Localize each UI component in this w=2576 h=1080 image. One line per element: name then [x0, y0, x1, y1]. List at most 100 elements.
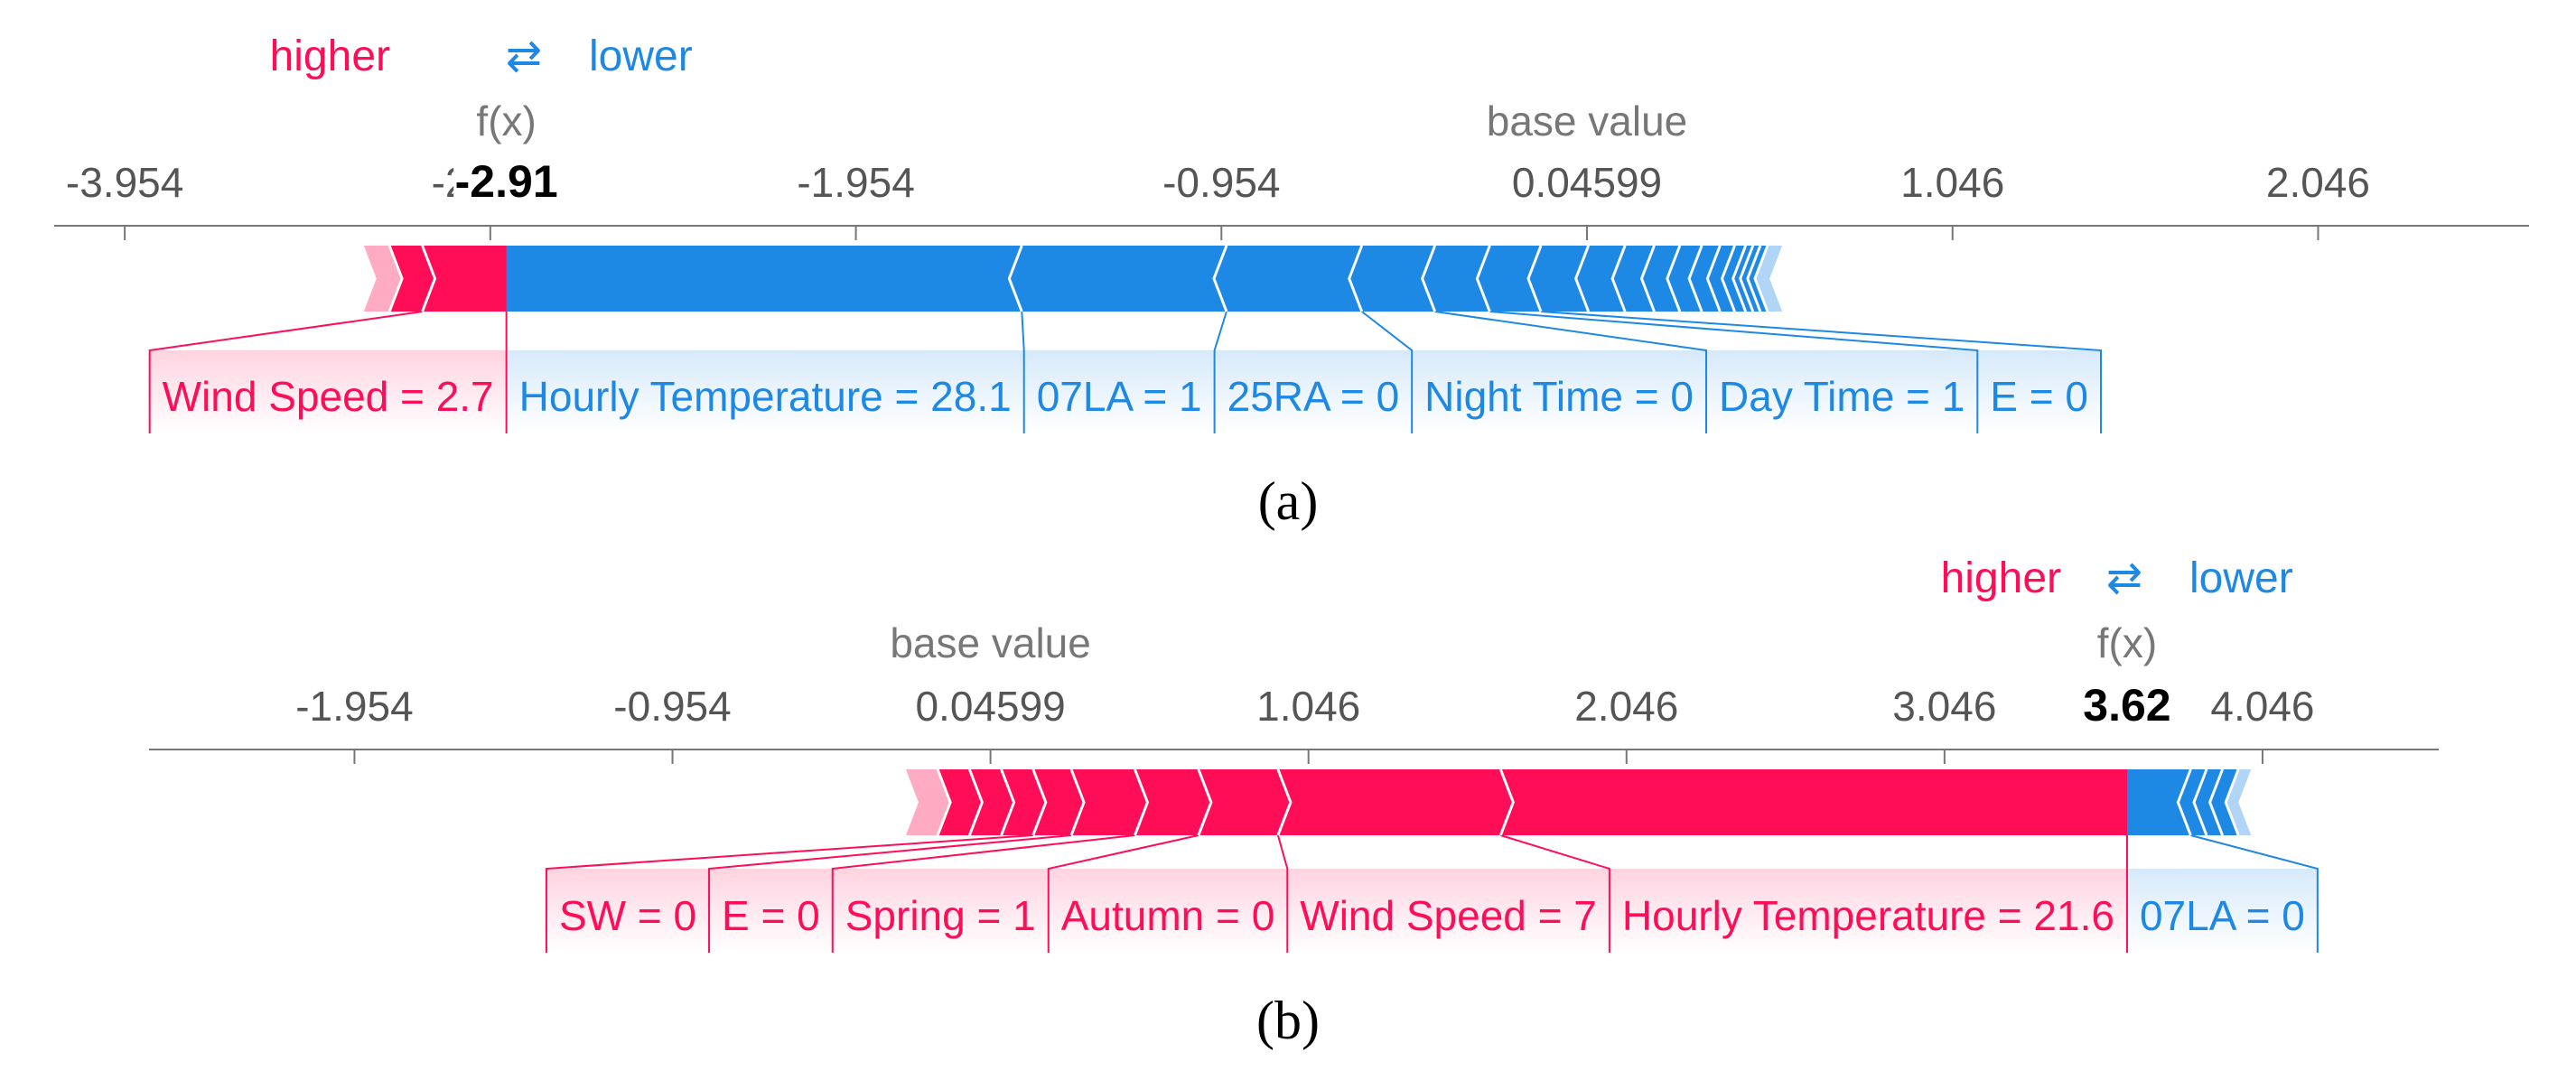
- label-link: [1361, 311, 1414, 433]
- bar-chevron: [1000, 768, 1016, 836]
- label-fill: [1287, 869, 1610, 953]
- bar-chevron: [967, 768, 984, 836]
- label-fills: [546, 869, 2318, 953]
- bar-segment-positive: [1134, 769, 1211, 835]
- label-fill: [1977, 350, 2102, 433]
- feature-label: Wind Speed = 7: [1300, 892, 1597, 939]
- label-fills: [149, 350, 2102, 433]
- bar-segment-negative: [1641, 246, 1680, 312]
- bar-segment-positive: [1071, 769, 1148, 835]
- tick-label: 3.046: [1892, 683, 1996, 730]
- bar-segment-positive: [363, 246, 403, 312]
- bar-chevron: [1069, 768, 1086, 836]
- tick-label: 1.046: [1256, 683, 1360, 730]
- feature-label: Hourly Temperature = 28.1: [519, 373, 1012, 420]
- fx-label: f(x): [2097, 619, 2157, 666]
- bar-chevron: [1276, 768, 1293, 836]
- label-links: [148, 246, 2103, 433]
- base-value-label: base value: [890, 619, 1091, 666]
- fx-label: f(x): [476, 98, 536, 144]
- bar-chevron: [2176, 768, 2192, 836]
- feature-label: Day Time = 1: [1719, 373, 1965, 420]
- caption-a: (a): [1258, 471, 1319, 531]
- bar-segment-negative: [1528, 246, 1589, 312]
- label-links: [545, 769, 2319, 953]
- label-fill: [546, 869, 710, 953]
- tick-label: 0.04599: [1512, 159, 1662, 206]
- fx-value: -2.91: [455, 156, 558, 207]
- feature-label: E = 0: [1990, 373, 2088, 420]
- label-link: [1500, 834, 1610, 953]
- fx-value-backdrop: [453, 159, 560, 208]
- legend-lower: lower: [2189, 554, 2293, 602]
- tick-label: 2.046: [1574, 683, 1678, 730]
- label-fill: [1214, 350, 1413, 433]
- label-fill: [832, 869, 1049, 953]
- bar-segment-negative: [1722, 246, 1746, 312]
- label-fill: [709, 869, 833, 953]
- bar-segment-negative: [1477, 246, 1542, 312]
- label-link: [1213, 311, 1227, 433]
- bar-segment-negative: [1612, 246, 1655, 312]
- label-link: [2190, 834, 2319, 953]
- bar-chevron: [387, 245, 404, 312]
- bar-chevron: [1666, 245, 1682, 312]
- label-link: [1047, 834, 1199, 953]
- legend-higher: higher: [1941, 554, 2061, 602]
- bar-segment-positive: [1001, 769, 1046, 835]
- tick-label: -1.954: [797, 159, 914, 206]
- feature-label: Autumn = 0: [1061, 892, 1275, 939]
- bar-segment-positive: [422, 246, 507, 312]
- force-plot-a: higher ⇄ lower -3.954-2.954-1.954-0.9540…: [54, 33, 2529, 531]
- label-fill: [1609, 869, 2127, 953]
- label-fill: [1048, 869, 1288, 953]
- legend-arrow-icon: ⇄: [506, 33, 542, 80]
- bar-chevron: [1212, 245, 1228, 312]
- feature-labels: Hourly Temperature = 21.6 Wind Speed = 7 A…: [559, 892, 2305, 939]
- bar-chevron: [2207, 768, 2224, 836]
- bar-chevron: [1421, 245, 1437, 312]
- bar-chevron: [1639, 245, 1656, 312]
- feature-label: SW = 0: [559, 892, 696, 939]
- bar-segment-negative: [1213, 246, 1362, 312]
- bar-chevron: [1498, 768, 1515, 836]
- tick-label: -1.954: [295, 683, 413, 730]
- legend-lower: lower: [589, 33, 693, 80]
- bar-chevron: [1731, 245, 1748, 312]
- bar-segment-negative: [1732, 246, 1753, 312]
- bar-chevron: [2224, 768, 2240, 836]
- bar-chevron: [1007, 245, 1023, 312]
- bar-segment-positive: [1277, 769, 1514, 835]
- feature-label: 07LA = 0: [2140, 892, 2305, 939]
- bar-segment-negative: [1422, 246, 1490, 312]
- bar-segment-positive: [1032, 769, 1085, 835]
- tick-label: 1.046: [1900, 159, 2004, 206]
- tick-label: -0.954: [613, 683, 731, 730]
- bar-chevron: [1687, 245, 1703, 312]
- label-link: [545, 834, 1033, 953]
- label-link: [1276, 834, 1289, 953]
- label-fill: [506, 350, 1024, 433]
- bar-chevron: [421, 245, 437, 312]
- axis: -3.954-2.954-1.954-0.9540.045991.0462.04…: [54, 98, 2529, 240]
- bar-segment-positive: [1500, 769, 2127, 835]
- label-link: [1434, 311, 1708, 433]
- bar-chevron: [1134, 768, 1150, 836]
- feature-label: Night Time = 0: [1424, 373, 1694, 420]
- label-fill: [1706, 350, 1978, 433]
- caption-b: (b): [1256, 991, 1320, 1050]
- bar-chevron: [1031, 768, 1048, 836]
- feature-label: 25RA = 0: [1227, 373, 1400, 420]
- feature-label: Hourly Temperature = 21.6: [1622, 892, 2114, 939]
- feature-label: Wind Speed = 2.7: [163, 373, 494, 420]
- tick-label: 0.04599: [915, 683, 1065, 730]
- bar-chevron: [1526, 245, 1543, 312]
- bar-chevron: [1610, 245, 1627, 312]
- feature-label: Spring = 1: [845, 892, 1036, 939]
- bar-chevron: [936, 768, 952, 836]
- bar-segment-positive: [1198, 769, 1291, 835]
- force-bar: [905, 768, 2252, 836]
- tick-label: 2.046: [2266, 159, 2370, 206]
- label-link: [1021, 311, 1025, 433]
